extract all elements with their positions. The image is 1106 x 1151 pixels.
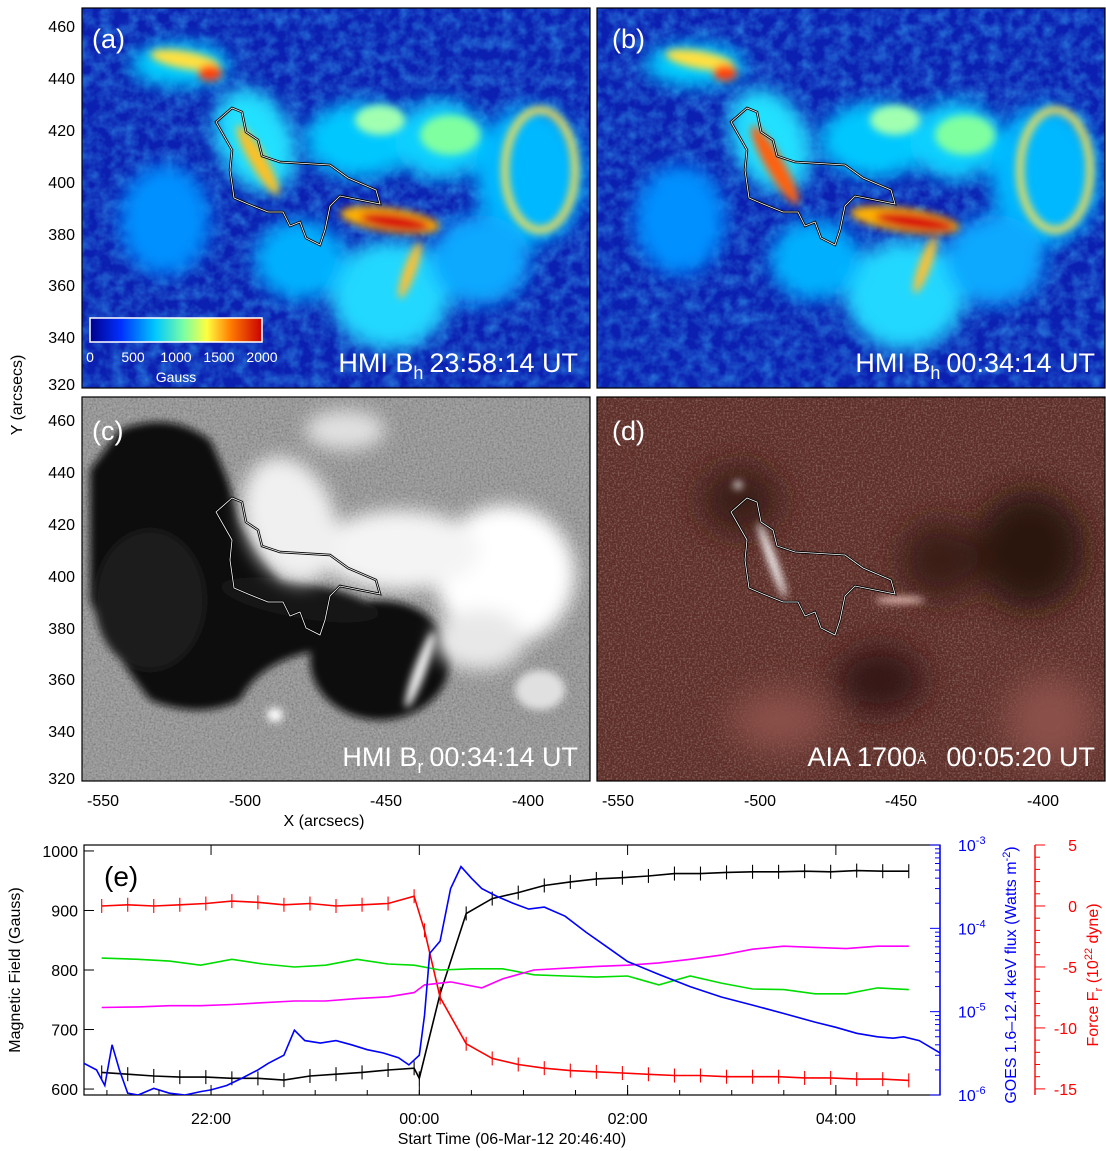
map-x-axis: -550 -500 -450 -400 -550 -500 -450 -400 …	[87, 793, 1059, 830]
colorbar-tick: 1000	[160, 349, 191, 365]
panel-a-caption: HMI Bh 23:58:14 UT	[338, 348, 578, 383]
y-tick: 340	[48, 724, 75, 741]
map-xlabel: X (arcsecs)	[284, 813, 365, 830]
chart-xlabel: Start Time (06-Mar-12 20:46:40)	[398, 1131, 627, 1148]
colorbar-tick: 1500	[203, 349, 234, 365]
panel-b	[597, 8, 1105, 388]
force-tick-label: -10	[1054, 1021, 1077, 1038]
panel-d-label: (d)	[612, 416, 645, 446]
x-tick: -500	[229, 793, 261, 810]
y-tick: 440	[48, 71, 75, 88]
left-tick-label: 600	[51, 1082, 78, 1099]
panel-b-caption: HMI Bh 00:34:14 UT	[855, 348, 1095, 383]
goes-tick-label: 10-6	[958, 1085, 986, 1105]
panel-d	[597, 397, 1105, 781]
y-tick: 340	[48, 330, 75, 347]
x-tick-label: 22:00	[191, 1111, 231, 1128]
left-tick-label: 700	[51, 1023, 78, 1040]
x-tick: -400	[1027, 793, 1059, 810]
colorbar-tick: 500	[121, 349, 145, 365]
left-tick-label: 800	[51, 963, 78, 980]
colorbar-unit: Gauss	[156, 369, 196, 385]
x-tick: -550	[87, 793, 119, 810]
x-tick: -450	[885, 793, 917, 810]
map-y-axis-bottom: 460 440 420 400 380 360 340 320	[48, 413, 75, 788]
series-line-2	[101, 957, 909, 995]
y-tick: 420	[48, 517, 75, 534]
chart-goes-ylabel: GOES 1.6–12.4 keV flux (Watts m-2)	[1001, 846, 1020, 1103]
y-tick: 360	[48, 672, 75, 689]
x-tick-label: 04:00	[816, 1111, 856, 1128]
y-tick: 320	[48, 377, 75, 394]
panel-a-label: (a)	[92, 24, 125, 54]
force-tick-label: -15	[1054, 1082, 1077, 1099]
x-tick: -450	[370, 793, 402, 810]
panel-a	[82, 8, 590, 388]
panel-c	[82, 397, 590, 781]
map-ylabel: Y (arcsecs)	[9, 355, 26, 436]
left-tick-label: 900	[51, 903, 78, 920]
chart-left-ylabel: Magnetic Field (Gauss)	[7, 887, 24, 1052]
y-tick: 400	[48, 175, 75, 192]
colorbar	[89, 317, 263, 343]
panel-c-caption: HMI Br 00:34:14 UT	[342, 742, 578, 777]
y-tick: 420	[48, 123, 75, 140]
panel-d-caption: AIA 1700Å 00:05:20 UT	[807, 742, 1095, 772]
chart-force-ylabel: Force Fr (1022 dyne)	[1083, 903, 1105, 1046]
y-tick: 460	[48, 19, 75, 36]
y-tick: 440	[48, 465, 75, 482]
x-tick-label: 02:00	[608, 1111, 648, 1128]
goes-tick-label: 10-5	[958, 1002, 986, 1022]
panel-b-label: (b)	[612, 24, 645, 54]
left-tick-label: 1000	[42, 844, 78, 861]
y-tick: 380	[48, 227, 75, 244]
colorbar-tick: 2000	[246, 349, 277, 365]
series-line-4	[84, 865, 940, 1095]
y-tick: 460	[48, 413, 75, 430]
force-tick-label: -5	[1063, 960, 1077, 977]
x-tick: -400	[512, 793, 544, 810]
panel-e-label: (e)	[104, 861, 138, 892]
panel-e: (e) 22:00 00:00 02:00 04:00 1000 900 800 700 600…	[7, 835, 1105, 1148]
y-tick: 360	[48, 278, 75, 295]
y-tick: 380	[48, 621, 75, 638]
force-tick-label: 0	[1068, 899, 1077, 916]
colorbar-tick: 0	[86, 349, 94, 365]
map-y-axis-top: 460 440 420 400 380 360 340 320	[48, 19, 75, 394]
goes-tick-label: 10-3	[958, 835, 986, 855]
force-tick-label: 5	[1068, 838, 1077, 855]
x-tick: -500	[744, 793, 776, 810]
y-tick: 320	[48, 771, 75, 788]
goes-tick-label: 10-4	[958, 918, 986, 938]
x-tick: -550	[602, 793, 634, 810]
y-tick: 400	[48, 569, 75, 586]
colorbar-ticks: 0 500 1000 1500 2000 Gauss	[86, 349, 278, 385]
x-tick-label: 00:00	[399, 1111, 439, 1128]
series-line-3	[101, 945, 909, 1009]
panel-c-label: (c)	[92, 416, 123, 446]
